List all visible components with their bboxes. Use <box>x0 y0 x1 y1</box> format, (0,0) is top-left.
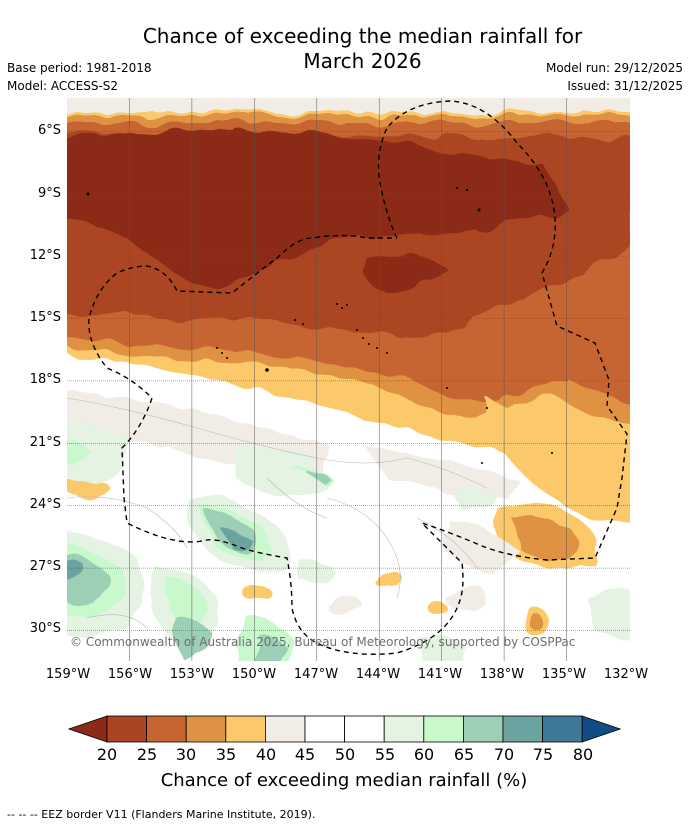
model-run: Model run: 29/12/2025 <box>545 61 683 75</box>
colorbar-tick: 45 <box>294 745 316 764</box>
colorbar-segment <box>225 715 266 743</box>
colorbar-tick: 75 <box>532 745 554 764</box>
colorbar-tick: 60 <box>413 745 435 764</box>
colorbar-segment <box>542 715 583 743</box>
rainfall-shading <box>67 98 630 661</box>
map-panel[interactable]: © Commonwealth of Australia 2025, Bureau… <box>67 98 630 661</box>
colorbar-tick: 30 <box>175 745 197 764</box>
colorbar-tick: 55 <box>374 745 396 764</box>
lat-label-12s: 12°S <box>29 248 61 263</box>
colorbar-svg <box>67 715 622 743</box>
lat-label-6s: 6°S <box>37 123 61 138</box>
lat-label-21s: 21°S <box>29 435 61 450</box>
model-name: Model: ACCESS-S2 <box>7 79 119 93</box>
eez-legend: -- -- -- EEZ border V11 (Flanders Marine… <box>7 808 316 821</box>
island-markers <box>86 186 553 464</box>
lon-label-150w: 150°W <box>231 667 277 682</box>
colorbar-extend-low <box>67 715 108 743</box>
title-line-2: March 2026 <box>303 49 422 73</box>
meta-right: Model run: 29/12/2025 Issued: 31/12/2025 <box>546 59 683 95</box>
colorbar-title: Chance of exceeding median rainfall (%) <box>160 770 528 791</box>
colorbar-tick: 65 <box>453 745 475 764</box>
colorbar-tick: 35 <box>215 745 237 764</box>
colorbar-segment <box>423 715 464 743</box>
colorbar-segment <box>106 715 147 743</box>
contour-lines <box>67 397 488 629</box>
lon-label-135w: 135°W <box>541 667 587 682</box>
lon-label-138w: 138°W <box>479 667 525 682</box>
lat-label-30s: 30°S <box>29 621 61 636</box>
meta-left: Base period: 1981-2018 Model: ACCESS-S2 <box>7 59 152 95</box>
colorbar-tick: 80 <box>572 745 594 764</box>
copyright-text: © Commonwealth of Australia 2025, Bureau… <box>70 635 575 649</box>
colorbar-segment <box>502 715 543 743</box>
colorbar-segment <box>146 715 187 743</box>
lon-label-144w: 144°W <box>355 667 401 682</box>
lat-label-15s: 15°S <box>29 310 61 325</box>
lat-label-9s: 9°S <box>37 186 61 201</box>
map-title: Chance of exceeding the median rainfall … <box>95 24 630 74</box>
lat-label-24s: 24°S <box>29 497 61 512</box>
colorbar-tick: 40 <box>255 745 277 764</box>
rainfall-map: © Commonwealth of Australia 2025, Bureau… <box>67 98 630 661</box>
lon-label-153w: 153°W <box>169 667 215 682</box>
lon-label-147w: 147°W <box>293 667 339 682</box>
lat-label-27s: 27°S <box>29 559 61 574</box>
lon-label-132w: 132°W <box>603 667 649 682</box>
lon-label-141w: 141°W <box>417 667 463 682</box>
colorbar-extend-high <box>581 715 622 743</box>
colorbar-tick: 20 <box>96 745 118 764</box>
colorbar-tick: 70 <box>493 745 515 764</box>
base-period: Base period: 1981-2018 <box>7 61 152 75</box>
eez-borders <box>88 100 628 655</box>
colorbar-tick: 25 <box>136 745 158 764</box>
colorbar-segment <box>264 715 306 743</box>
title-line-1: Chance of exceeding the median rainfall … <box>142 24 583 48</box>
colorbar-segment <box>462 715 504 743</box>
graticule <box>129 98 567 661</box>
colorbar-segment <box>344 715 385 743</box>
colorbar <box>67 714 623 748</box>
colorbar-tick: 50 <box>334 745 356 764</box>
colorbar-segment <box>185 715 227 743</box>
colorbar-segment <box>383 715 425 743</box>
colorbar-segment <box>304 715 345 743</box>
lat-label-18s: 18°S <box>29 372 61 387</box>
lon-label-159w: 159°W <box>45 667 91 682</box>
lon-label-156w: 156°W <box>107 667 153 682</box>
issued-date: Issued: 31/12/2025 <box>567 79 683 93</box>
